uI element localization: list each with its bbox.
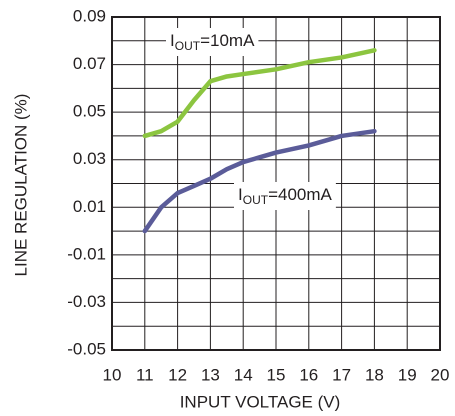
x-tick-label: 19	[398, 365, 417, 384]
y-tick-label: -0.03	[67, 292, 106, 311]
series-label: IOUT=10mA	[170, 31, 255, 53]
series-label: IOUT=400mA	[238, 185, 333, 207]
x-tick-label: 11	[136, 365, 154, 384]
x-tick-label: 12	[168, 365, 187, 384]
x-tick-label: 17	[332, 365, 351, 384]
x-tick-label: 16	[299, 365, 318, 384]
y-tick-label: -0.01	[67, 244, 106, 263]
series-label-part: OUT	[243, 193, 269, 207]
label-background	[166, 28, 259, 56]
series-line	[142, 128, 377, 234]
y-axis-label: LINE REGULATION (%)	[11, 94, 30, 277]
series-label-part: I	[170, 31, 175, 50]
x-tick-label: 13	[201, 365, 220, 384]
x-tick-label: 14	[234, 365, 253, 384]
x-tick-label: 15	[267, 365, 286, 384]
series-label-part: =10mA	[200, 31, 255, 50]
y-tick-label: 0.05	[73, 102, 106, 121]
y-tick-label: 0.01	[73, 197, 106, 216]
plot-frame	[111, 16, 441, 351]
x-axis-label: INPUT VOLTAGE (V)	[180, 392, 341, 411]
y-tick-label: -0.05	[67, 339, 106, 358]
y-tick-label: 0.09	[73, 6, 106, 25]
series-label-part: I	[238, 185, 243, 204]
series-label-part: =400mA	[268, 185, 332, 204]
y-tick-label: 0.03	[73, 149, 106, 168]
series-label-part: OUT	[175, 39, 201, 53]
y-tick-label: 0.07	[73, 54, 106, 73]
x-tick-label: 10	[103, 365, 122, 384]
label-background	[234, 182, 336, 210]
x-tick-label: 20	[431, 365, 450, 384]
series-line	[142, 48, 377, 139]
x-tick-label: 18	[365, 365, 384, 384]
